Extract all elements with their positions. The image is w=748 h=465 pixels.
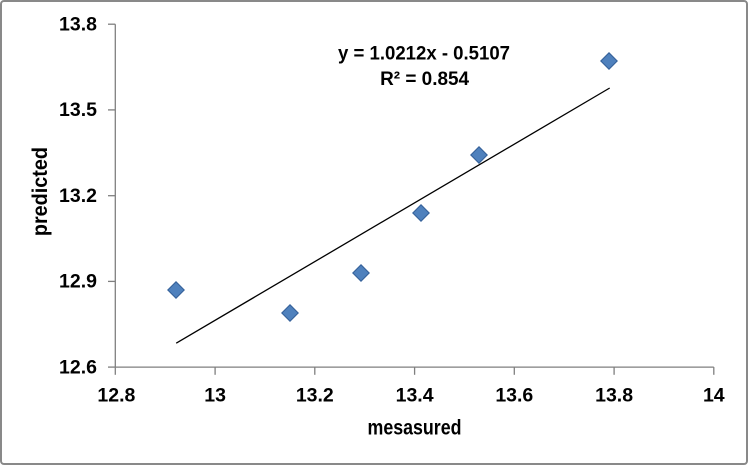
svg-text:y = 1.0212x - 0.5107: y = 1.0212x - 0.5107 [338, 44, 510, 65]
svg-text:R² = 0.854: R² = 0.854 [380, 69, 469, 90]
svg-text:13.2: 13.2 [296, 384, 334, 406]
svg-text:13.4: 13.4 [396, 384, 434, 406]
svg-text:13.2: 13.2 [59, 185, 97, 207]
svg-text:predicted: predicted [29, 147, 52, 236]
svg-text:13.6: 13.6 [495, 384, 533, 406]
svg-text:12.6: 12.6 [59, 356, 97, 378]
svg-text:13.5: 13.5 [59, 99, 97, 121]
svg-text:mesasured: mesasured [368, 416, 462, 440]
svg-text:13: 13 [204, 384, 226, 406]
svg-text:14: 14 [703, 384, 725, 406]
svg-text:12.9: 12.9 [59, 271, 97, 293]
svg-text:13.8: 13.8 [595, 384, 633, 406]
svg-text:12.8: 12.8 [97, 384, 135, 406]
svg-text:13.8: 13.8 [59, 14, 97, 36]
